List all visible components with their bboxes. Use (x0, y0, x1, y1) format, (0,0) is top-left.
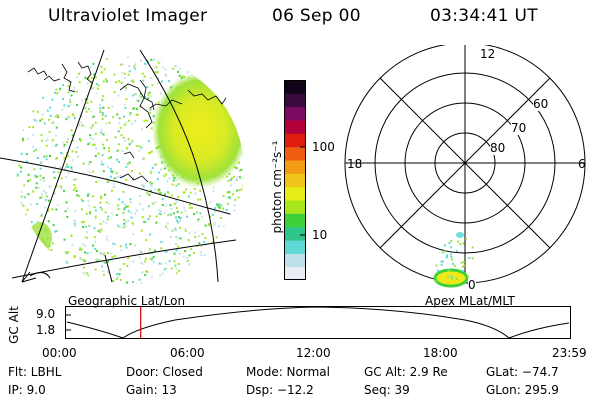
lat-label-60: 60 (533, 97, 549, 111)
mlt-label-0: 0 (468, 278, 476, 292)
info-ip: IP: 9.0 (8, 383, 46, 397)
info-door: Door: Closed (126, 365, 203, 379)
timeline-xtick-2: 12:00 (296, 346, 331, 360)
info-glat: GLat: −74.7 (486, 365, 559, 379)
colorbar-band (284, 93, 306, 108)
timeline-ytick-high: 9.0 (36, 307, 56, 321)
mlt-label-18: 18 (347, 157, 363, 171)
colorbar-band (284, 146, 306, 161)
timeline-frame (65, 306, 571, 339)
info-glon: GLon: 295.9 (486, 383, 559, 397)
info-gain: Gain: 13 (126, 383, 177, 397)
polar-axis-diag-2 (379, 77, 551, 249)
timeline-ytick-low: 1.8 (36, 323, 56, 337)
info-dsp: Dsp: −12.2 (246, 383, 314, 397)
timeline-axis-label: GC Alt (7, 306, 21, 344)
colorbar-band (284, 80, 306, 94)
mlt-label-12: 12 (480, 47, 496, 61)
left-panel-label: Geographic Lat/Lon (68, 294, 186, 308)
image-title: Ultraviolet Imager (48, 6, 208, 26)
colorbar-band (284, 200, 306, 214)
colorbar-band (284, 160, 306, 174)
time-label: 03:34:41 UT (430, 6, 538, 26)
date-label: 06 Sep 00 (272, 6, 361, 26)
timeline-xtick-0: 00:00 (42, 346, 77, 360)
colorbar-unit-label: photon cm⁻²s⁻¹ (270, 140, 284, 234)
right-panel-label: Apex MLat/MLT (425, 294, 515, 308)
info-gc-alt: GC Alt: 2.9 Re (364, 365, 448, 379)
altitude-curve (66, 306, 570, 339)
info-flt: Flt: LBHL (8, 365, 62, 379)
timeline-plot (65, 306, 571, 339)
coastline (27, 61, 227, 183)
polar-aurora-spot (433, 268, 469, 288)
colorbar-band (284, 173, 306, 188)
lat-label-80: 80 (490, 141, 506, 155)
colorbar-band (284, 266, 306, 280)
colorbar-band (284, 226, 306, 241)
colorbar-band (284, 186, 306, 201)
colorbar-band (284, 253, 306, 268)
colorbar-band (284, 213, 306, 228)
colorbar-band (284, 120, 306, 134)
mlt-label-6: 6 (578, 157, 586, 171)
info-seq: Seq: 39 (364, 383, 410, 397)
speckle-field (16, 56, 244, 284)
geographic-image (0, 50, 244, 284)
timeline-xtick-3: 18:00 (423, 346, 458, 360)
timeline-xtick-4: 23:59 (552, 346, 587, 360)
lat-label-70: 70 (511, 121, 527, 135)
colorbar-tick-10: 10 (312, 228, 328, 242)
colorbar-band (284, 106, 306, 121)
aurora-oval (152, 72, 244, 188)
info-mode: Mode: Normal (246, 365, 330, 379)
colorbar-band (284, 240, 306, 254)
polar-plot (344, 45, 586, 288)
colorbar-band (284, 133, 306, 148)
colorbar-tick-100: 100 (312, 140, 335, 154)
lat-lon-grid (0, 50, 237, 283)
timeline-xtick-1: 06:00 (170, 346, 205, 360)
colorbar (284, 80, 306, 280)
